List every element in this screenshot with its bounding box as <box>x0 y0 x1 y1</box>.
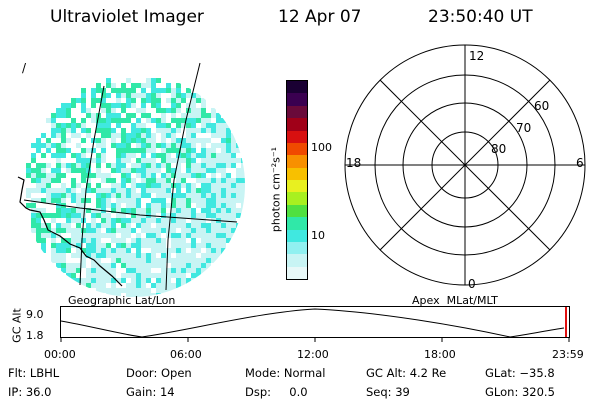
dsp-status: Dsp: 0.0 <box>245 385 308 399</box>
glon-status: GLon: 320.5 <box>485 385 555 399</box>
corner-mark: / <box>22 61 27 75</box>
colorbar-swatch <box>287 192 307 205</box>
colorbar-swatch <box>287 81 307 94</box>
altitude-ylabel: GC Alt <box>10 308 24 343</box>
gc-alt-status: GC Alt: 4.2 Re <box>366 366 447 380</box>
colorbar-swatch <box>287 155 307 168</box>
colorbar-swatch <box>287 229 307 242</box>
colorbar-tick-10: 10 <box>311 229 325 242</box>
time-label: 23:50:40 UT <box>428 7 533 27</box>
lat-80-label: 80 <box>491 142 506 156</box>
colorbar-swatch <box>287 254 307 267</box>
lon-grid-line <box>79 85 105 286</box>
lat-grid-line <box>23 199 238 223</box>
lat-60-label: 60 <box>534 99 549 113</box>
colorbar-swatch <box>287 130 307 143</box>
mlt-18-label: 18 <box>346 156 361 170</box>
geo-panel-label: Geographic Lat/Lon <box>68 294 176 307</box>
door-status: Door: Open <box>126 366 192 380</box>
mlt-line-diag <box>379 79 551 251</box>
colorbar-tick-100: 100 <box>311 141 332 154</box>
coastline <box>17 176 123 287</box>
gain-status: Gain: 14 <box>126 385 175 399</box>
mode-status: Mode: Normal <box>245 366 326 380</box>
geographic-image-panel: / <box>17 61 245 297</box>
x-tick-2359: 23:59 <box>552 348 584 361</box>
colorbar-swatch <box>287 118 307 131</box>
altitude-plot <box>60 306 570 342</box>
polar-mlat-mlt-panel: 12 18 6 0 60 70 80 <box>344 44 586 291</box>
x-tick-1200: 12:00 <box>297 348 329 361</box>
seq-status: Seq: 39 <box>366 385 410 399</box>
glat-status: GLat: −35.8 <box>485 366 555 380</box>
ip-status: IP: 36.0 <box>8 385 52 399</box>
colorbar <box>286 80 308 280</box>
mlt-12-label: 12 <box>469 49 484 63</box>
colorbar-swatch <box>287 204 307 218</box>
colorbar-swatch <box>287 105 307 119</box>
lat-70-label: 70 <box>516 121 531 135</box>
colorbar-swatch <box>287 180 307 193</box>
lon-grid-line <box>165 62 201 291</box>
x-tick-1800: 18:00 <box>424 348 456 361</box>
date-label: 12 Apr 07 <box>278 7 362 27</box>
instrument-title: Ultraviolet Imager <box>50 7 204 27</box>
polar-panel-label: Apex MLat/MLT <box>412 294 498 307</box>
colorbar-swatch <box>287 167 307 180</box>
mlt-0-label: 0 <box>468 277 476 291</box>
mlt-6-label: 6 <box>576 156 584 170</box>
colorbar-swatch <box>287 217 307 230</box>
colorbar-swatch <box>287 93 307 106</box>
colorbar-unit-label: photon cm⁻²s⁻¹ <box>269 146 283 233</box>
x-tick-0600: 06:00 <box>170 348 202 361</box>
altitude-y-top: 9.0 <box>26 308 44 321</box>
altitude-y-bottom: 1.8 <box>26 329 44 342</box>
colorbar-swatch <box>287 266 307 279</box>
filter-status: Flt: LBHL <box>8 366 60 380</box>
x-tick-0000: 00:00 <box>44 348 76 361</box>
colorbar-swatch <box>287 241 307 255</box>
altitude-curve <box>60 308 565 338</box>
colorbar-swatch <box>287 142 307 156</box>
